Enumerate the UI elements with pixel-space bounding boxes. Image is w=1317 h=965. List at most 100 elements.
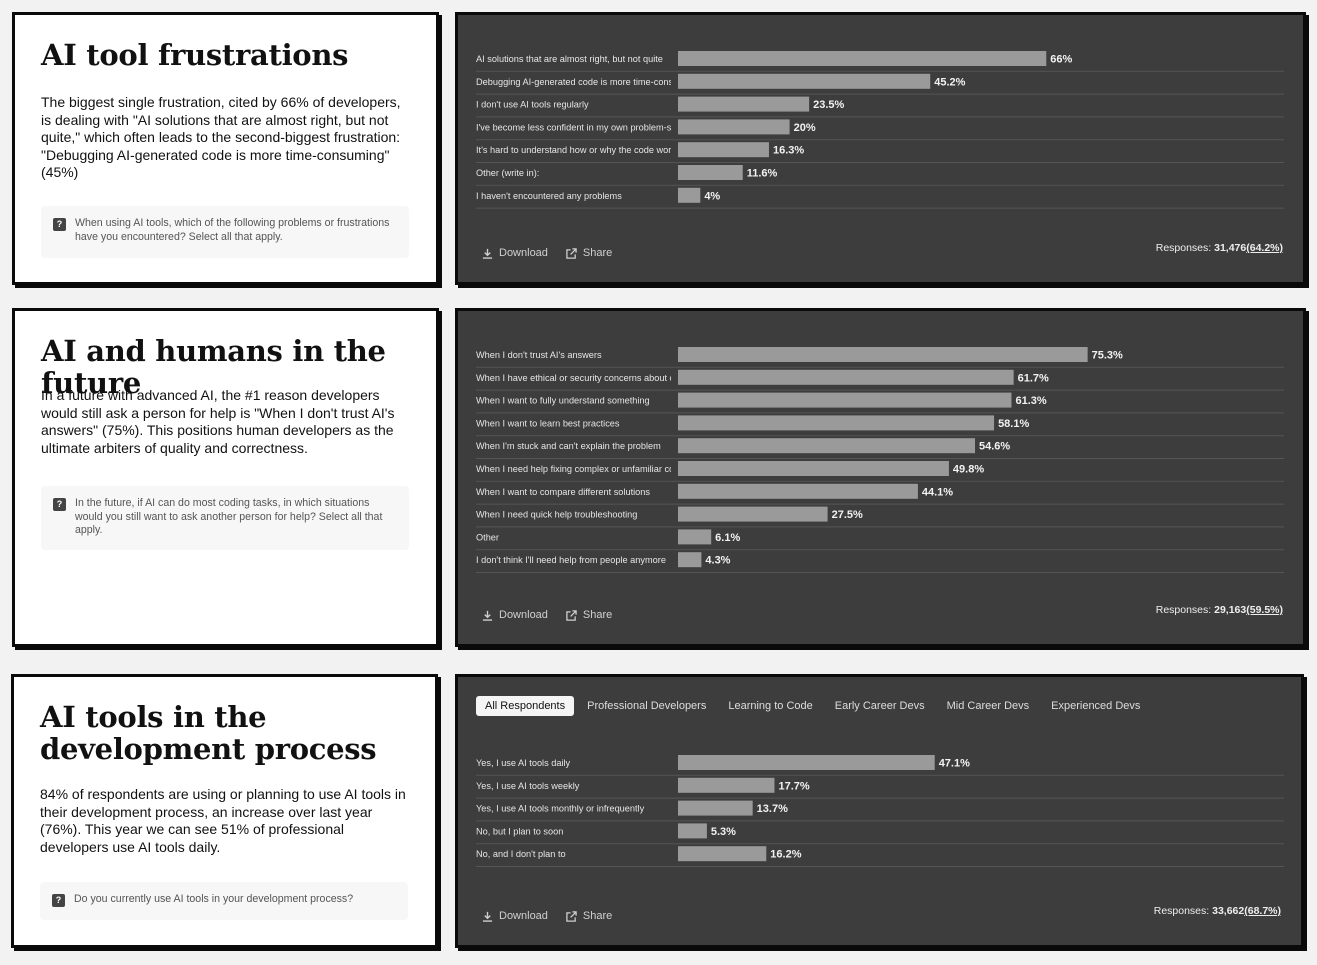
bar[interactable] [678,142,769,158]
value-label: 66% [1050,54,1072,66]
download-icon [482,248,493,259]
category-label: When I want to fully understand somethin… [476,396,650,406]
category-label: I haven't encountered any problems [476,191,622,201]
category-label: When I have ethical or security concerns… [476,373,689,383]
section-description: In a future with advanced AI, the #1 rea… [41,387,395,456]
value-label: 4% [704,190,720,202]
share-label: Share [582,247,613,259]
download-icon [482,610,493,621]
category-label: When I need quick help troubleshooting [476,510,637,520]
bar[interactable] [678,119,790,135]
bar[interactable] [678,552,702,568]
card-ai-humans-future: AI and humans in the future In a future … [12,308,439,647]
value-label: 54.6% [979,441,1010,453]
value-label: 20% [794,122,816,134]
share-button[interactable]: Share [566,247,612,259]
bar[interactable] [678,73,931,89]
bar[interactable] [678,415,995,431]
responses-percent[interactable]: (64.2%) [1246,242,1283,254]
category-label: AI solutions that are almost right, but … [476,54,663,64]
share-icon [566,247,577,259]
chart-panel-dev-process: All Respondents Professional Developers … [455,674,1304,948]
question-box: ? Do you currently use AI tools in your … [40,882,408,920]
question-box: ? In the future, if AI can do most codin… [41,486,409,550]
bar[interactable] [678,529,712,545]
download-label: Download [499,609,548,621]
download-button[interactable]: Download [482,609,548,621]
download-button[interactable]: Download [482,247,548,259]
download-label: Download [499,910,548,922]
question-icon: ? [53,498,66,511]
question-text: Do you currently use AI tools in your de… [74,893,354,905]
bar[interactable] [678,777,775,793]
responses-count: 29,163 [1214,604,1247,616]
bar[interactable] [678,347,1088,362]
category-label: It's hard to understand how or why the c… [476,145,681,155]
value-label: 75.3% [1092,350,1123,362]
tab-professional-developers[interactable]: Professional Developers [587,700,707,712]
value-label: 45.2% [934,76,965,88]
bar[interactable] [678,461,949,476]
share-label: Share [582,609,613,621]
share-button[interactable]: Share [566,910,612,922]
responses-label: Responses: [1155,604,1212,616]
value-label: 11.6% [747,168,778,180]
download-button[interactable]: Download [482,910,548,922]
bar[interactable] [678,483,918,499]
responses-summary: Responses: 31,476(64.2%) [1156,242,1283,254]
responses-percent[interactable]: (59.5%) [1246,604,1283,616]
bar[interactable] [678,755,935,770]
bar-chart-dev-process: Yes, I use AI tools daily 47.1% Yes, I use… [476,755,1284,867]
bar[interactable] [678,800,753,816]
bar[interactable] [678,369,1014,385]
value-label: 6.1% [715,532,740,544]
bar[interactable] [678,96,810,112]
value-label: 13.7% [757,803,788,815]
category-label: I don't use AI tools regularly [476,100,589,110]
bar[interactable] [678,823,707,839]
responses-percent[interactable]: (68.7%) [1244,905,1281,917]
download-icon [482,911,493,922]
question-text: When using AI tools, which of the follow… [75,217,390,243]
section-title: AI and humans in the future [41,334,386,400]
value-label: 17.7% [778,780,809,792]
value-label: 58.1% [998,418,1029,430]
bar[interactable] [678,506,828,522]
responses-summary: Responses: 33,662(68.7%) [1154,905,1281,917]
tab-experienced-devs[interactable]: Experienced Devs [1051,700,1141,712]
category-label: When I want to learn best practices [476,418,620,428]
category-label: When I want to compare different solutio… [476,487,650,497]
section-description: The biggest single frustration, cited by… [41,94,401,180]
tab-all-respondents[interactable]: All Respondents [476,696,575,716]
category-label: When I need help fixing complex or unfam… [476,464,684,474]
bar-chart-humans-future: When I don't trust AI's answers 75.3% When… [476,347,1284,573]
bar[interactable] [678,187,701,203]
category-label: Yes, I use AI tools daily [476,758,571,768]
tab-mid-career-devs[interactable]: Mid Career Devs [946,700,1030,712]
responses-count: 31,476 [1214,242,1247,254]
category-label: No, and I don't plan to [476,849,566,859]
value-label: 4.3% [705,555,730,567]
value-label: 16.3% [773,145,804,157]
responses-summary: Responses: 29,163(59.5%) [1156,604,1283,616]
bar[interactable] [678,392,1012,408]
value-label: 5.3% [711,826,736,838]
share-button[interactable]: Share [566,609,612,621]
bar[interactable] [678,51,1047,66]
category-label: No, but I plan to soon [476,826,563,836]
value-label: 47.1% [939,758,970,770]
tab-early-career-devs[interactable]: Early Career Devs [834,700,925,712]
card-ai-tool-frustrations: AI tool frustrations The biggest single … [12,12,439,285]
bar[interactable] [678,438,976,454]
value-label: 49.8% [953,464,984,476]
section-description: 84% of respondents are using or planning… [40,786,406,855]
card-ai-tools-dev-process: AI tools in the development process 84% … [11,674,438,948]
download-label: Download [499,247,548,259]
tab-learning-to-code[interactable]: Learning to Code [728,700,813,712]
category-label: I've become less confident in my own pro… [476,122,695,132]
bar[interactable] [678,165,743,180]
bar[interactable] [678,846,767,862]
question-icon: ? [52,894,65,907]
question-box: ? When using AI tools, which of the foll… [41,206,409,258]
respondent-tabs: All Respondents Professional Developers … [476,696,1153,716]
